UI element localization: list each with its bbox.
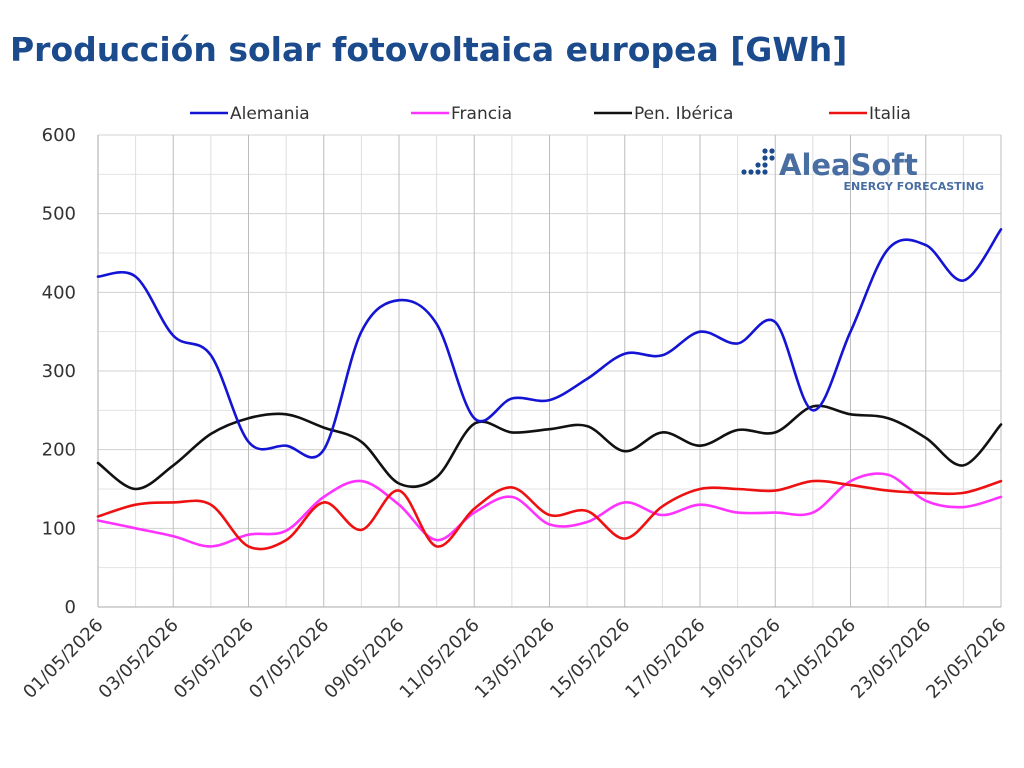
chart-title: Producción solar fotovoltaica europea [G… <box>10 30 848 69</box>
x-tick-label: 25/05/2026 <box>922 615 1010 703</box>
x-tick-label: 13/05/2026 <box>471 615 559 703</box>
x-tick-label: 19/05/2026 <box>697 615 785 703</box>
y-tick-label: 300 <box>42 361 76 382</box>
axes <box>97 135 1001 608</box>
series-line-francia <box>96 472 1003 548</box>
series-line-italia <box>96 479 1003 551</box>
legend: Alemania Francia Pen. Ibérica Italia <box>188 100 977 124</box>
legend-label-francia: Francia <box>451 104 512 124</box>
y-tick-label: 500 <box>42 204 76 225</box>
series-line-alemania <box>96 228 1003 459</box>
x-tick-label: 23/05/2026 <box>847 615 935 703</box>
x-tick-label: 09/05/2026 <box>320 615 408 703</box>
y-tick-label: 200 <box>42 440 76 461</box>
x-tick-label: 11/05/2026 <box>396 615 484 703</box>
y-tick-label: 400 <box>42 282 76 303</box>
x-tick-labels: 01/05/202603/05/202605/05/202607/05/2026… <box>19 615 1010 703</box>
x-tick-label: 21/05/2026 <box>772 615 860 703</box>
y-tick-label: 0 <box>65 597 76 618</box>
x-tick-label: 17/05/2026 <box>621 615 709 703</box>
x-tick-label: 03/05/2026 <box>95 615 183 703</box>
legend-label-alemania: Alemania <box>230 104 310 124</box>
aleasoft-logo: AleaSoft ENERGY FORECASTING <box>741 148 984 193</box>
y-tick-label: 100 <box>42 518 76 539</box>
x-tick-label: 01/05/2026 <box>19 615 107 703</box>
legend-label-pen-ib-rica: Pen. Ibérica <box>634 104 733 124</box>
y-tick-label: 600 <box>42 125 76 146</box>
x-tick-label: 15/05/2026 <box>546 615 634 703</box>
series-lines <box>96 228 1003 551</box>
x-tick-label: 05/05/2026 <box>170 615 258 703</box>
x-tick-label: 07/05/2026 <box>245 615 333 703</box>
logo-brand: AleaSoft <box>779 148 918 182</box>
y-tick-labels: 0 100 200 300 400 500 600 <box>42 125 76 618</box>
logo-dots-icon <box>741 148 775 175</box>
logo-tagline: ENERGY FORECASTING <box>844 180 984 193</box>
legend-label-italia: Italia <box>869 104 911 124</box>
grid <box>97 134 1002 608</box>
series-line-pen-ib-rica <box>96 404 1003 491</box>
